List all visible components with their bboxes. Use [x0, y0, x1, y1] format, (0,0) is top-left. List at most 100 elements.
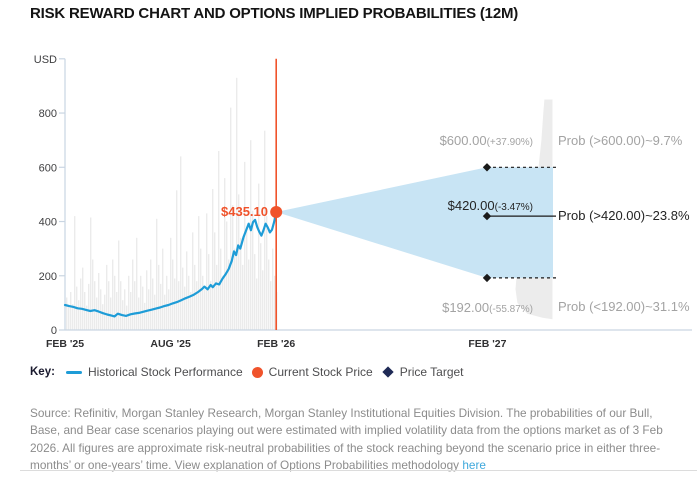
volume-bar	[186, 251, 188, 330]
volume-bar	[266, 216, 268, 330]
volume-bar	[94, 281, 96, 330]
base-pct: (-3.47%)	[494, 202, 533, 213]
volume-bar	[158, 264, 160, 330]
volume-bar	[116, 292, 118, 330]
volume-bar	[120, 281, 122, 330]
volume-bar	[248, 259, 250, 330]
line-marker-icon	[65, 370, 82, 374]
volume-bar	[102, 304, 104, 330]
price-target-diamond	[482, 163, 492, 172]
legend-key-label: Key:	[30, 366, 55, 378]
volume-bar	[196, 281, 198, 330]
volume-bar	[192, 232, 194, 330]
y-tick-label: 400	[39, 217, 57, 229]
volume-bar	[132, 259, 134, 330]
volume-bar	[198, 216, 200, 330]
volume-bar	[208, 254, 210, 330]
bottom-divider	[20, 470, 697, 471]
volume-bar	[252, 210, 254, 330]
volume-bar	[184, 286, 186, 330]
volume-bar	[220, 248, 222, 330]
x-tick-label: FEB '27	[468, 338, 506, 350]
source-text: Source: Refinitiv, Morgan Stanley Resear…	[30, 405, 680, 475]
y-axis-unit-label: USD	[34, 54, 57, 66]
volume-bar	[228, 259, 230, 330]
volume-bar	[174, 278, 176, 330]
volume-bar	[140, 275, 142, 330]
legend-label-price-target: Price Target	[399, 365, 464, 379]
volume-bar	[178, 281, 180, 330]
volume-bar	[128, 275, 130, 330]
volume-bar	[92, 259, 94, 330]
volume-bar	[242, 264, 244, 330]
volume-bar	[164, 294, 166, 330]
y-tick-label: 600	[39, 162, 57, 174]
volume-bar	[238, 194, 240, 330]
volume-bar	[264, 130, 266, 330]
dot-marker-icon	[251, 366, 263, 378]
bear-probability-label: Prob (<192.00)~31.1%	[558, 299, 690, 314]
volume-bar	[236, 77, 238, 330]
legend-item-historical: Historical Stock Performance	[65, 365, 243, 379]
volume-bar	[244, 161, 246, 330]
volume-bar	[210, 281, 212, 330]
volume-bar	[150, 259, 152, 330]
legend-item-current-price: Current Stock Price	[251, 365, 373, 379]
bull-target-price-label: $600.00(+37.90%)	[440, 132, 533, 150]
volume-bar	[154, 294, 156, 330]
volume-bar	[194, 264, 196, 330]
volume-bar	[256, 278, 258, 330]
volume-bar	[206, 213, 208, 330]
legend-label-current-price: Current Stock Price	[268, 365, 373, 379]
volume-bar	[70, 292, 72, 330]
bear-pct: (-55.87%)	[489, 304, 533, 315]
volume-bar	[166, 275, 168, 330]
volume-bar	[176, 190, 178, 330]
volume-bar	[130, 292, 132, 330]
volume-bar	[146, 270, 148, 330]
price-target-diamond	[482, 273, 492, 283]
volume-bar	[212, 189, 214, 330]
volume-bar	[126, 305, 128, 330]
volume-bar	[118, 240, 120, 330]
legend-label-historical: Historical Stock Performance	[87, 365, 243, 379]
volume-bar	[104, 294, 106, 330]
legend-item-price-target: Price Target	[382, 365, 464, 379]
methodology-link[interactable]: here	[462, 458, 486, 473]
volume-bar	[232, 205, 234, 330]
volume-bar	[98, 273, 100, 330]
volume-bar	[254, 254, 256, 330]
volume-bar	[134, 281, 136, 330]
volume-bar	[168, 289, 170, 330]
volume-bar	[218, 151, 220, 330]
volume-bar	[106, 264, 108, 330]
volume-bar	[84, 292, 86, 330]
volume-bar	[222, 275, 224, 330]
volume-bar	[100, 289, 102, 330]
volume-bar	[74, 216, 76, 330]
volume-bar	[268, 259, 270, 330]
bull-probability-label: Prob (>600.00)~9.7%	[558, 133, 683, 148]
volume-bar	[258, 183, 260, 330]
volume-bar	[246, 226, 248, 330]
y-tick-label: 0	[51, 325, 57, 337]
volume-bar	[190, 292, 192, 330]
volume-bar	[202, 275, 204, 330]
base-probability-label: Prob (>420.00)~23.8%	[558, 208, 690, 223]
volume-bar	[262, 270, 264, 330]
volume-bar	[108, 281, 110, 330]
y-tick-label: 800	[39, 108, 57, 120]
volume-bar	[66, 297, 68, 330]
volume-bar	[88, 283, 90, 330]
volume-bar	[114, 275, 116, 330]
volume-bar	[226, 221, 228, 330]
base-price: $420.00	[447, 198, 495, 213]
volume-bar	[72, 304, 74, 330]
volume-bar	[270, 281, 272, 330]
volume-bar	[110, 297, 112, 330]
volume-bar	[136, 237, 138, 330]
volume-bar	[204, 289, 206, 330]
volume-bar	[216, 264, 218, 330]
source-body: Source: Refinitiv, Morgan Stanley Resear…	[30, 405, 663, 473]
